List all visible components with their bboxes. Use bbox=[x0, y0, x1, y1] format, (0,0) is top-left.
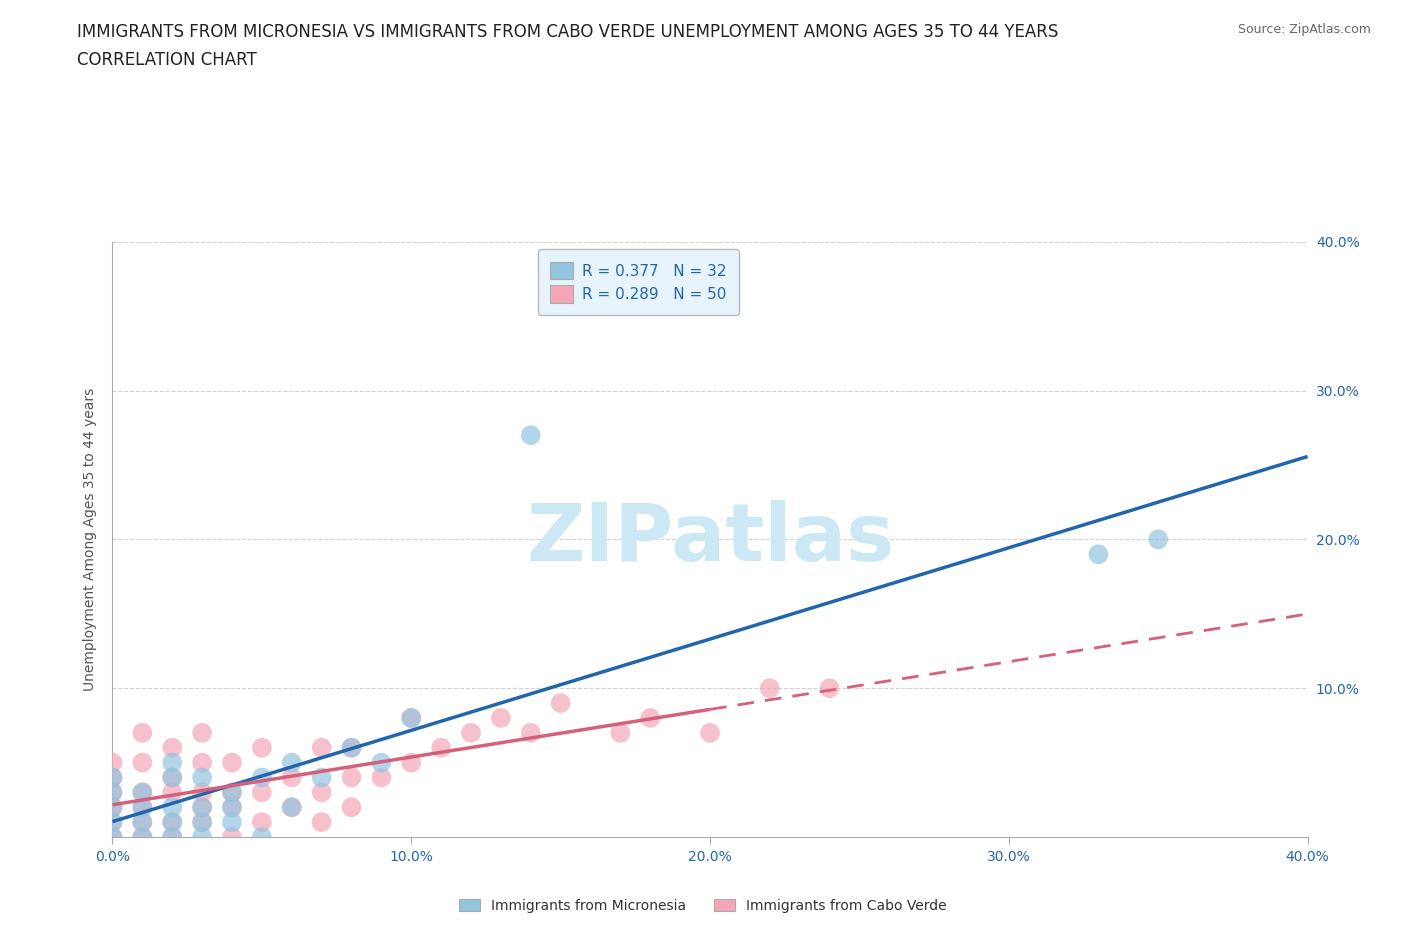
Point bbox=[550, 696, 572, 711]
Point bbox=[1147, 532, 1170, 547]
Point bbox=[191, 725, 214, 740]
Point bbox=[370, 755, 392, 770]
Point bbox=[340, 770, 363, 785]
Point bbox=[638, 711, 662, 725]
Point bbox=[489, 711, 512, 725]
Y-axis label: Unemployment Among Ages 35 to 44 years: Unemployment Among Ages 35 to 44 years bbox=[83, 388, 97, 691]
Point bbox=[162, 800, 183, 815]
Point bbox=[250, 830, 273, 844]
Point bbox=[1087, 547, 1109, 562]
Point bbox=[131, 755, 153, 770]
Point bbox=[131, 725, 153, 740]
Point bbox=[131, 800, 153, 815]
Point bbox=[818, 681, 841, 696]
Point bbox=[191, 800, 214, 815]
Point bbox=[101, 815, 124, 830]
Point bbox=[340, 740, 363, 755]
Point bbox=[520, 725, 543, 740]
Point bbox=[759, 681, 782, 696]
Point bbox=[221, 785, 243, 800]
Point bbox=[131, 785, 153, 800]
Point bbox=[131, 815, 153, 830]
Point bbox=[221, 815, 243, 830]
Point bbox=[101, 800, 124, 815]
Point bbox=[221, 800, 243, 815]
Point bbox=[131, 830, 153, 844]
Point bbox=[191, 815, 214, 830]
Point bbox=[311, 740, 333, 755]
Point bbox=[191, 800, 214, 815]
Point bbox=[221, 785, 243, 800]
Point bbox=[311, 785, 333, 800]
Point bbox=[101, 785, 124, 800]
Point bbox=[250, 815, 273, 830]
Point bbox=[609, 725, 631, 740]
Point bbox=[460, 725, 482, 740]
Point bbox=[101, 755, 124, 770]
Point bbox=[101, 815, 124, 830]
Point bbox=[162, 785, 183, 800]
Point bbox=[191, 830, 214, 844]
Point bbox=[191, 785, 214, 800]
Text: IMMIGRANTS FROM MICRONESIA VS IMMIGRANTS FROM CABO VERDE UNEMPLOYMENT AMONG AGES: IMMIGRANTS FROM MICRONESIA VS IMMIGRANTS… bbox=[77, 23, 1059, 41]
Point bbox=[401, 755, 423, 770]
Point bbox=[131, 830, 153, 844]
Point bbox=[370, 770, 392, 785]
Point bbox=[401, 711, 423, 725]
Legend: Immigrants from Micronesia, Immigrants from Cabo Verde: Immigrants from Micronesia, Immigrants f… bbox=[454, 894, 952, 919]
Point bbox=[131, 785, 153, 800]
Text: ZIPatlas: ZIPatlas bbox=[526, 500, 894, 578]
Point bbox=[221, 755, 243, 770]
Point bbox=[162, 770, 183, 785]
Point bbox=[162, 755, 183, 770]
Point bbox=[311, 770, 333, 785]
Point bbox=[281, 800, 304, 815]
Point bbox=[250, 770, 273, 785]
Point bbox=[311, 815, 333, 830]
Point bbox=[131, 800, 153, 815]
Point bbox=[162, 740, 183, 755]
Point bbox=[250, 785, 273, 800]
Point bbox=[191, 815, 214, 830]
Point bbox=[191, 770, 214, 785]
Point bbox=[162, 815, 183, 830]
Legend: R = 0.377   N = 32, R = 0.289   N = 50: R = 0.377 N = 32, R = 0.289 N = 50 bbox=[538, 249, 738, 315]
Point bbox=[101, 770, 124, 785]
Point bbox=[520, 428, 543, 443]
Point bbox=[401, 711, 423, 725]
Text: Source: ZipAtlas.com: Source: ZipAtlas.com bbox=[1237, 23, 1371, 36]
Point bbox=[699, 725, 721, 740]
Text: CORRELATION CHART: CORRELATION CHART bbox=[77, 51, 257, 69]
Point bbox=[191, 755, 214, 770]
Point bbox=[430, 740, 453, 755]
Point bbox=[281, 755, 304, 770]
Point bbox=[101, 830, 124, 844]
Point bbox=[221, 830, 243, 844]
Point bbox=[162, 815, 183, 830]
Point bbox=[162, 830, 183, 844]
Point bbox=[101, 830, 124, 844]
Point bbox=[131, 815, 153, 830]
Point bbox=[101, 800, 124, 815]
Point bbox=[340, 740, 363, 755]
Point bbox=[101, 785, 124, 800]
Point bbox=[281, 770, 304, 785]
Point bbox=[162, 770, 183, 785]
Point bbox=[340, 800, 363, 815]
Point bbox=[101, 770, 124, 785]
Point bbox=[221, 800, 243, 815]
Point bbox=[250, 740, 273, 755]
Point bbox=[162, 830, 183, 844]
Point bbox=[281, 800, 304, 815]
